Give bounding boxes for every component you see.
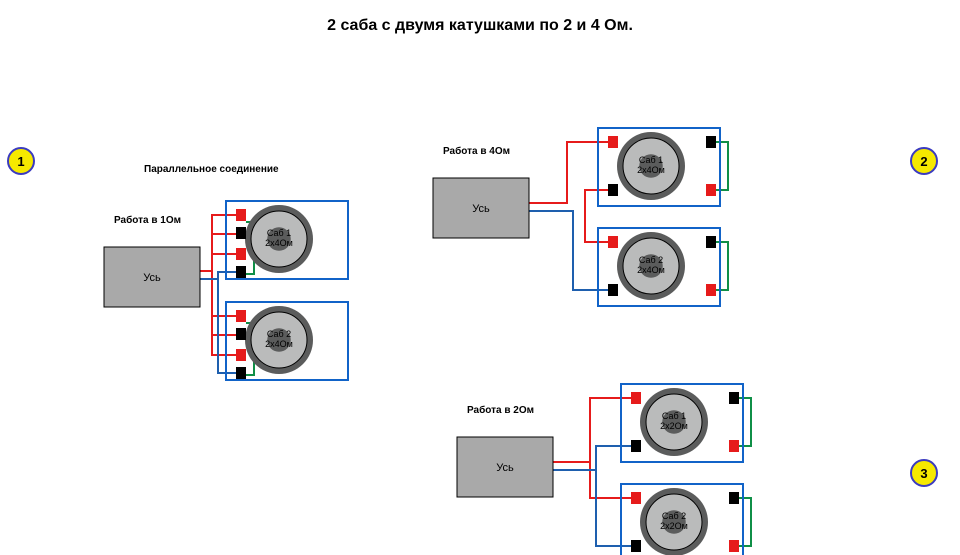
amplifier: Усь <box>104 247 200 307</box>
page-title: 2 саба с двумя катушками по 2 и 4 Ом. <box>327 17 633 34</box>
speaker-label: Саб 22х2Ом <box>660 511 688 531</box>
speaker-label: Саб 12х4Ом <box>637 155 665 175</box>
badge-number: 3 <box>920 466 927 481</box>
badge-number: 2 <box>920 154 927 169</box>
terminal-pos <box>608 136 618 148</box>
badge-number: 1 <box>17 154 24 169</box>
terminal-neg <box>729 492 739 504</box>
amplifier: Усь <box>433 178 529 238</box>
terminal-pos <box>706 284 716 296</box>
number-badge: 1 <box>8 148 34 174</box>
work-label: Работа в 4Ом <box>443 145 510 157</box>
terminal-pos <box>706 184 716 196</box>
subtitle-label: Параллельное соединение <box>144 164 279 175</box>
terminal-pos <box>236 349 246 361</box>
terminal-pos <box>631 392 641 404</box>
number-badge: 3 <box>911 460 937 486</box>
terminal-neg <box>729 392 739 404</box>
terminal-neg <box>236 227 246 239</box>
number-badge: 2 <box>911 148 937 174</box>
terminal-neg <box>706 136 716 148</box>
amp-label: Усь <box>496 462 514 474</box>
terminal-pos <box>236 209 246 221</box>
terminal-neg <box>706 236 716 248</box>
terminal-neg <box>236 328 246 340</box>
amplifier: Усь <box>457 437 553 497</box>
speaker-label: Саб 12х2Ом <box>660 411 688 431</box>
terminal-neg <box>631 540 641 552</box>
terminal-pos <box>608 236 618 248</box>
work-label: Работа в 2Ом <box>467 404 534 416</box>
terminal-neg <box>236 266 246 278</box>
speaker-label: Саб 12х4Ом <box>265 228 293 248</box>
terminal-pos <box>631 492 641 504</box>
terminal-neg <box>236 367 246 379</box>
terminal-neg <box>608 284 618 296</box>
work-label: Работа в 1Ом <box>114 214 181 226</box>
terminal-neg <box>608 184 618 196</box>
terminal-pos <box>236 248 246 260</box>
terminal-neg <box>631 440 641 452</box>
amp-label: Усь <box>472 203 490 215</box>
speaker-label: Саб 22х4Ом <box>265 329 293 349</box>
terminal-pos <box>236 310 246 322</box>
terminal-pos <box>729 540 739 552</box>
speaker-label: Саб 22х4Ом <box>637 255 665 275</box>
terminal-pos <box>729 440 739 452</box>
wiring-diagram-canvas: 2 саба с двумя катушками по 2 и 4 Ом. 1 2 3… <box>0 0 960 555</box>
amp-label: Усь <box>143 272 161 284</box>
